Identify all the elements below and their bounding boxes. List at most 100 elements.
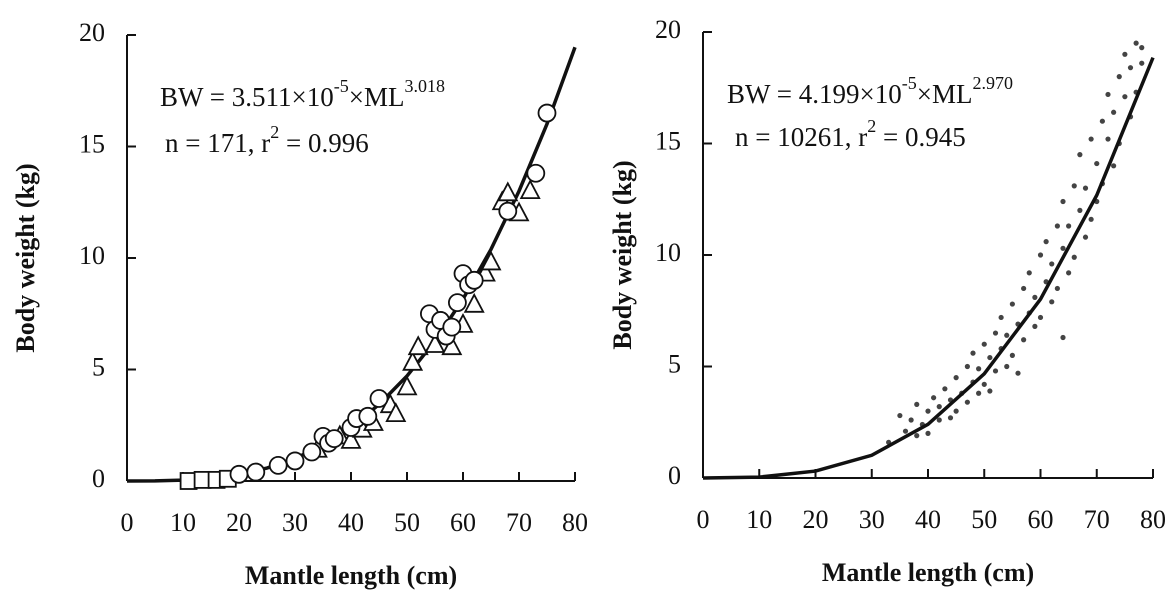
data-point — [908, 417, 914, 423]
x-axis-title: Mantle length (cm) — [245, 561, 457, 590]
data-point — [1054, 285, 1060, 292]
data-point — [1133, 40, 1139, 46]
data-point — [396, 375, 418, 396]
data-point — [902, 428, 909, 434]
data-point — [526, 163, 546, 183]
data-point — [970, 350, 976, 356]
data-point — [302, 442, 322, 462]
data-point — [931, 395, 937, 401]
x-tick-label: 50 — [971, 505, 997, 534]
equation: BW = 4.199×10-5×ML2.970 — [727, 73, 1013, 109]
y-axis-title: Body weight (kg) — [11, 163, 40, 352]
data-point — [947, 415, 954, 421]
data-point — [953, 408, 959, 414]
y-tick-label: 20 — [655, 15, 681, 44]
data-point — [914, 401, 920, 408]
data-point — [229, 464, 249, 484]
data-point — [936, 417, 942, 423]
equation-part: 2.970 — [972, 73, 1013, 93]
data-point — [925, 430, 931, 436]
data-point — [964, 363, 970, 370]
equation-part: BW = 3.511×10 — [160, 82, 334, 112]
data-point — [1105, 91, 1111, 98]
equation-part: -5 — [334, 76, 349, 96]
data-point — [385, 402, 407, 423]
data-point — [1015, 370, 1021, 376]
data-point — [1082, 185, 1089, 191]
data-point — [497, 181, 519, 202]
data-point — [987, 354, 993, 361]
x-tick-label: 70 — [506, 508, 532, 537]
data-point — [402, 350, 424, 371]
data-point — [998, 314, 1004, 321]
equation-part: BW = 4.199×10 — [727, 79, 902, 109]
data-point — [369, 389, 389, 408]
data-point — [1009, 352, 1015, 358]
y-tick-label: 5 — [668, 349, 681, 378]
data-point — [1071, 183, 1077, 189]
data-point — [987, 388, 993, 394]
equation-part: ×ML — [917, 79, 973, 109]
data-point — [1122, 51, 1128, 57]
y-axis-title: Body weight (kg) — [608, 160, 637, 349]
data-point — [1105, 136, 1111, 142]
x-tick-label: 30 — [859, 505, 885, 534]
data-point — [441, 335, 463, 356]
y-tick-label: 10 — [655, 238, 681, 267]
data-point — [1049, 261, 1055, 267]
data-point — [1032, 294, 1038, 300]
data-point — [442, 317, 462, 337]
data-point — [981, 341, 987, 347]
data-point — [942, 386, 948, 392]
x-tick-label: 10 — [170, 508, 196, 537]
data-point — [498, 201, 518, 221]
fit-stats: n = 171, r2 = 0.996 — [165, 122, 369, 158]
data-point — [1111, 109, 1117, 115]
data-point — [464, 270, 484, 290]
y-tick-label: 0 — [668, 461, 681, 490]
x-tick-label: 0 — [121, 508, 134, 537]
data-point — [914, 433, 920, 439]
data-point — [1082, 234, 1089, 240]
x-tick-label: 0 — [697, 505, 710, 534]
data-point — [1060, 198, 1066, 205]
x-tick-label: 20 — [803, 505, 829, 534]
fit-stats-part: 2 — [270, 122, 279, 142]
data-point — [981, 381, 987, 387]
fit-stats-part: n = 171, r — [165, 128, 270, 158]
y-tick-label: 15 — [655, 126, 681, 155]
y-tick-label: 0 — [92, 464, 105, 493]
data-point — [480, 250, 502, 271]
data-point — [992, 368, 999, 374]
data-point — [268, 455, 288, 475]
data-point — [1139, 45, 1145, 51]
y-tick-label: 20 — [79, 18, 105, 47]
x-tick-label: 40 — [338, 508, 364, 537]
data-point — [1122, 94, 1128, 100]
x-tick-label: 30 — [282, 508, 308, 537]
equation-part: -5 — [902, 73, 917, 93]
x-tick-label: 60 — [1028, 505, 1054, 534]
x-tick-label: 20 — [226, 508, 252, 537]
x-axis-title: Mantle length (cm) — [822, 558, 1034, 587]
fit-stats-part: = 0.996 — [279, 128, 368, 158]
x-tick-label: 40 — [915, 505, 941, 534]
data-point — [1060, 245, 1066, 251]
data-point — [976, 366, 982, 372]
y-tick-label: 5 — [92, 352, 105, 381]
fit-curve — [702, 56, 1155, 480]
data-point — [1021, 285, 1027, 292]
data-point — [1116, 74, 1122, 80]
x-tick-label: 60 — [450, 508, 476, 537]
data-point — [1071, 254, 1077, 260]
x-tick-label: 50 — [394, 508, 420, 537]
data-point — [1054, 223, 1060, 229]
data-point — [1032, 323, 1038, 329]
data-point — [463, 292, 485, 313]
data-point — [537, 103, 557, 123]
data-point — [519, 179, 541, 200]
equation-part: 3.018 — [404, 76, 445, 96]
data-point — [447, 293, 467, 313]
data-point — [1009, 301, 1015, 307]
